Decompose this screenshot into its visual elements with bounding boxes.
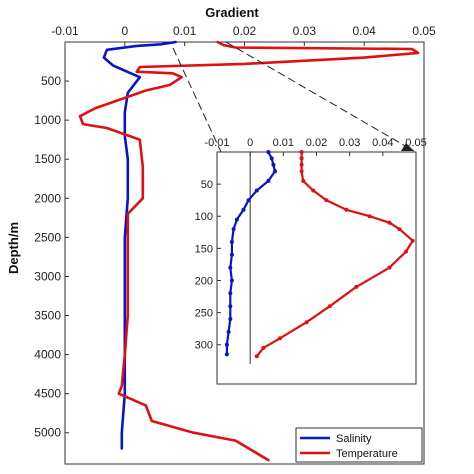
inset-y-ticks: 50 100 150 200 250 300 [195, 152, 251, 364]
inset-temperature-point [387, 265, 392, 270]
inset-temperature-point [254, 354, 259, 359]
main-y-tick-label: 3500 [34, 309, 61, 323]
inset-salinity-point [241, 207, 246, 212]
inset-temperature-point [387, 220, 392, 225]
legend-salinity-label: Salinity [336, 433, 372, 445]
main-y-tick-label: 1500 [34, 152, 61, 166]
inset-x-ticks: -0.01 0 0.01 0.02 0.03 0.04 0.05 [204, 137, 427, 156]
legend: Salinity Temperature [295, 427, 423, 463]
inset-salinity-point [269, 156, 274, 161]
inset-temperature-point [404, 249, 408, 254]
inset-salinity-point [224, 352, 229, 357]
inset-salinity-point [229, 239, 234, 244]
inset-x-tick-label: 0.05 [405, 137, 426, 149]
main-x-ticks: -0.01 0 0.01 0.02 0.03 0.04 0.05 [51, 24, 436, 46]
main-x-tick-label: 0.05 [412, 24, 436, 38]
inset-salinity-point [266, 178, 271, 183]
inset-temperature-point [344, 207, 349, 212]
main-y-tick-label: 4500 [34, 387, 61, 401]
main-x-tick-label: 0 [121, 24, 128, 38]
inset-temperature-point [261, 345, 266, 350]
inset-temperature-point [278, 336, 282, 341]
main-y-tick-label: 2500 [34, 230, 61, 244]
inset-temperature-point [299, 169, 304, 174]
main-y-tick-label: 1000 [34, 113, 61, 127]
inset-y-tick-label: 100 [195, 211, 213, 223]
inset-salinity-point [228, 265, 233, 270]
main-x-tick-label: 0.04 [352, 24, 376, 38]
main-temperature-line [78, 40, 420, 462]
inset-temperature-point [304, 320, 309, 325]
inset-salinity-point [228, 304, 233, 309]
inset-salinity-point [266, 150, 271, 154]
inset-temperature-point [299, 156, 304, 161]
inset-x-tick-label: 0.03 [339, 137, 360, 149]
main-x-tick-label: 0.02 [233, 24, 257, 38]
inset-temperature-point [299, 162, 304, 167]
inset-y-tick-label: 300 [195, 340, 213, 352]
inset-temperature-point [311, 188, 316, 193]
inset-salinity-point [271, 162, 276, 167]
inset-salinity-point [228, 291, 233, 296]
main-y-tick-label: 500 [41, 74, 61, 88]
inset-salinity-point [246, 198, 251, 203]
inset-salinity-point [234, 217, 239, 222]
inset-temperature-point [299, 150, 304, 154]
inset-salinity-point [224, 342, 229, 347]
main-series-lines [78, 40, 420, 462]
main-y-axis-label: Depth/m [6, 222, 21, 274]
inset-salinity-point [226, 329, 231, 334]
inset-y-tick-label: 200 [195, 275, 213, 287]
inset-salinity-point [273, 169, 277, 174]
inset-y-tick-label: 250 [195, 308, 213, 320]
main-y-tick-label: 5000 [34, 426, 61, 440]
inset-salinity-point [228, 317, 233, 321]
inset-salinity-point [231, 227, 236, 232]
inset-x-tick-label: -0.01 [204, 137, 229, 149]
inset-salinity-point [229, 278, 234, 283]
inset-x-tick-label: 0.01 [273, 137, 294, 149]
main-y-ticks: 500 1000 1500 2000 2500 3000 3500 4000 4500 5000 [34, 74, 69, 440]
legend-box [295, 427, 423, 463]
zoom-connector-right [225, 41, 415, 152]
inset-temperature-point [327, 304, 332, 309]
main-y-tick-label: 4000 [34, 348, 61, 362]
inset-x-tick-label: 0.04 [372, 137, 393, 149]
inset-plot-area [216, 151, 417, 385]
main-x-tick-label: 0.01 [173, 24, 197, 38]
inset-salinity-point [254, 188, 259, 193]
inset-temperature-point [397, 227, 402, 232]
inset-temperature-point [324, 198, 329, 203]
main-x-tick-label: 0.03 [293, 24, 317, 38]
main-y-tick-label: 2000 [34, 191, 61, 205]
main-chart-title: Gradient [205, 5, 259, 20]
main-x-tick-label: -0.01 [51, 24, 79, 38]
inset-x-tick-label: 0.02 [306, 137, 327, 149]
inset-series-lines [224, 150, 415, 359]
inset-temperature-point [367, 214, 372, 219]
zoom-connector-right-arrow [401, 143, 414, 151]
inset-temperature-point [301, 178, 306, 183]
main-y-tick-label: 3000 [34, 269, 61, 283]
inset-y-tick-label: 50 [201, 179, 213, 191]
inset-y-tick-label: 150 [195, 243, 213, 255]
inset-temperature-point [354, 284, 359, 289]
inset-x-tick-label: 0 [247, 137, 253, 149]
inset-temperature-point [410, 238, 415, 243]
legend-temperature-label: Temperature [336, 448, 398, 460]
inset-salinity-point [229, 252, 234, 257]
